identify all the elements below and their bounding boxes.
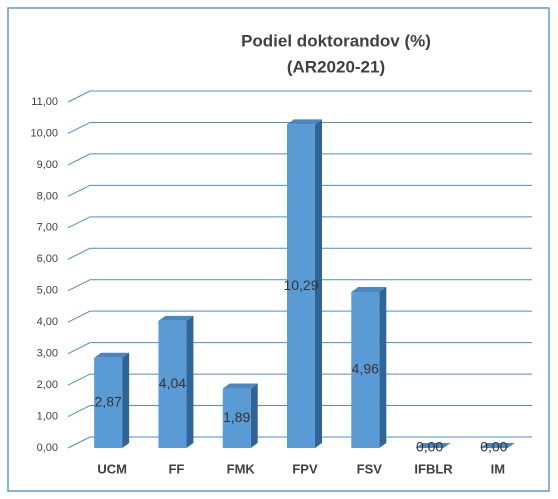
chart-subtitle: (AR2020-21) <box>287 57 385 76</box>
bar <box>158 320 187 448</box>
x-tick-label: UCM <box>97 461 127 476</box>
bar-top <box>222 383 258 389</box>
bar-side <box>379 286 387 448</box>
y-tick-label: 1,00 <box>37 410 58 422</box>
data-label: 2,87 <box>95 394 122 410</box>
bar-side <box>250 383 258 448</box>
bar-side <box>315 119 322 448</box>
bar <box>222 388 251 448</box>
x-tick-label: FPV <box>292 461 318 476</box>
bar <box>351 291 380 448</box>
data-label: 0,00 <box>416 439 443 455</box>
data-label: 10,29 <box>283 277 318 293</box>
grid-line <box>67 121 532 134</box>
grid-line <box>67 153 532 166</box>
grid-line <box>67 184 532 197</box>
y-tick-label: 4,00 <box>37 316 58 328</box>
y-tick-label: 6,00 <box>37 253 58 265</box>
bar-top <box>415 443 451 448</box>
y-tick-label: 7,00 <box>37 222 58 234</box>
data-label: 1,89 <box>223 409 250 425</box>
y-tick-label: 2,00 <box>37 379 58 391</box>
chart-frame <box>7 7 550 492</box>
bar-top <box>479 443 515 448</box>
data-label: 4,96 <box>352 361 379 377</box>
x-tick-label: FSV <box>357 461 383 476</box>
bar-side <box>186 315 194 448</box>
y-tick-label: 8,00 <box>37 190 58 202</box>
x-tick-label: FF <box>168 461 184 476</box>
y-tick-label: 10,00 <box>30 127 58 139</box>
grid-line <box>67 90 532 103</box>
y-tick-label: 11,00 <box>31 96 58 108</box>
bar-side <box>122 352 130 448</box>
data-label: 0,00 <box>480 439 507 455</box>
grid-line <box>67 247 532 260</box>
bar <box>94 357 123 448</box>
y-tick-label: 0,00 <box>37 442 58 454</box>
bar <box>287 124 315 448</box>
chart-title: Podiel doktorandov (%) <box>241 31 431 50</box>
x-tick-label: FMK <box>227 461 256 476</box>
x-tick-label: IM <box>491 461 505 476</box>
grid-line <box>67 216 532 229</box>
y-tick-label: 9,00 <box>37 159 58 171</box>
data-label: 4,04 <box>159 375 186 391</box>
y-tick-label: 5,00 <box>37 285 58 297</box>
bar-top <box>287 119 322 125</box>
y-tick-label: 3,00 <box>37 348 58 360</box>
grid-line <box>67 279 532 292</box>
x-tick-label: IFBLR <box>414 461 453 476</box>
bar-top <box>158 315 194 321</box>
bar-top <box>351 286 387 292</box>
bar-top <box>94 352 130 358</box>
